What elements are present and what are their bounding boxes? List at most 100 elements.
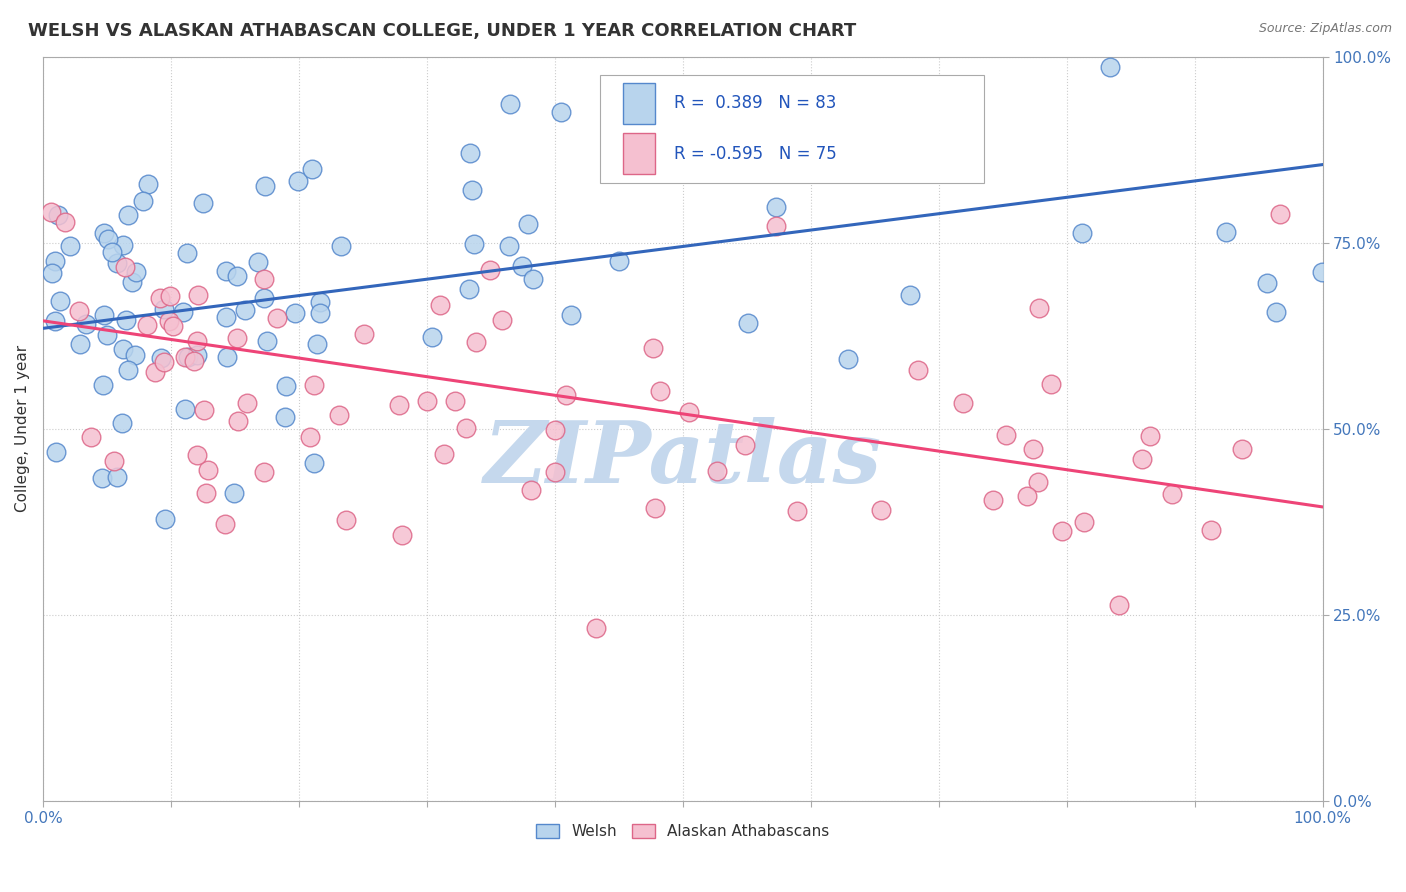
Point: [93, 308, 115, 322]
Point: [1310, 264, 1333, 278]
Point: [172, 305, 194, 319]
Point: [1022, 442, 1045, 457]
Point: [97, 232, 120, 246]
Point: [872, 130, 894, 145]
Point: [287, 173, 309, 187]
Point: [433, 447, 456, 461]
Point: [299, 430, 322, 444]
Point: [256, 334, 278, 349]
Point: [516, 217, 538, 231]
Point: [353, 326, 375, 341]
Point: [284, 306, 307, 320]
Point: [543, 423, 565, 437]
Point: [1265, 305, 1288, 319]
Point: [90, 471, 112, 485]
Point: [1215, 225, 1237, 239]
Point: [454, 421, 477, 435]
Bar: [623, 83, 655, 124]
Point: [388, 398, 411, 412]
Point: [869, 503, 891, 517]
Point: [253, 272, 276, 286]
Point: [585, 621, 607, 635]
Point: [153, 355, 176, 369]
Point: [100, 244, 122, 259]
Point: [114, 260, 136, 275]
Text: WELSH VS ALASKAN ATHABASCAN COLLEGE, UNDER 1 YEAR CORRELATION CHART: WELSH VS ALASKAN ATHABASCAN COLLEGE, UND…: [28, 22, 856, 40]
Point: [1130, 452, 1153, 467]
Point: [302, 456, 325, 470]
Point: [49, 293, 72, 308]
Point: [463, 236, 485, 251]
Point: [149, 291, 172, 305]
Point: [253, 179, 276, 194]
Point: [786, 504, 808, 518]
Point: [1268, 207, 1291, 221]
Point: [737, 316, 759, 330]
Point: [197, 463, 219, 477]
Point: [1028, 301, 1050, 316]
Point: [1139, 429, 1161, 443]
Point: [458, 282, 481, 296]
Point: [330, 239, 353, 253]
Point: [1017, 489, 1039, 503]
Point: [191, 196, 214, 211]
Text: R = -0.595   N = 75: R = -0.595 N = 75: [673, 145, 837, 163]
Point: [641, 341, 664, 355]
Point: [478, 262, 501, 277]
Point: [266, 311, 288, 326]
Point: [214, 516, 236, 531]
Point: [157, 314, 180, 328]
Point: [46, 208, 69, 222]
Point: [153, 511, 176, 525]
Point: [132, 194, 155, 208]
Point: [253, 291, 276, 305]
Point: [91, 378, 114, 392]
Point: [1099, 61, 1122, 75]
Point: [304, 377, 326, 392]
Point: [520, 483, 543, 498]
Point: [235, 395, 257, 409]
Point: [276, 379, 298, 393]
Point: [93, 227, 115, 241]
Point: [429, 297, 451, 311]
Point: [678, 405, 700, 419]
Point: [706, 464, 728, 478]
Point: [309, 295, 332, 310]
Point: [176, 245, 198, 260]
Point: [1108, 598, 1130, 612]
Point: [884, 120, 907, 135]
Point: [1073, 515, 1095, 529]
Point: [105, 470, 128, 484]
Point: [45, 444, 67, 458]
Point: [391, 528, 413, 542]
Point: [609, 253, 631, 268]
Point: [550, 105, 572, 120]
Point: [222, 486, 245, 500]
Point: [194, 486, 217, 500]
Point: [96, 328, 118, 343]
Point: [41, 266, 63, 280]
Point: [143, 365, 166, 379]
Point: [555, 388, 578, 402]
Point: [75, 317, 97, 331]
Point: [1026, 475, 1049, 490]
Point: [105, 256, 128, 270]
Point: [644, 501, 666, 516]
Point: [246, 254, 269, 268]
Point: [301, 162, 323, 177]
Point: [215, 310, 238, 324]
Point: [420, 330, 443, 344]
Point: [193, 403, 215, 417]
Text: Source: ZipAtlas.com: Source: ZipAtlas.com: [1258, 22, 1392, 36]
Point: [174, 401, 197, 416]
Point: [53, 215, 76, 229]
Point: [510, 260, 533, 274]
Point: [117, 363, 139, 377]
Point: [461, 183, 484, 197]
Point: [734, 438, 756, 452]
Point: [522, 272, 544, 286]
Point: [1071, 226, 1094, 240]
Point: [226, 331, 249, 345]
Y-axis label: College, Under 1 year: College, Under 1 year: [15, 345, 30, 512]
Point: [187, 287, 209, 301]
